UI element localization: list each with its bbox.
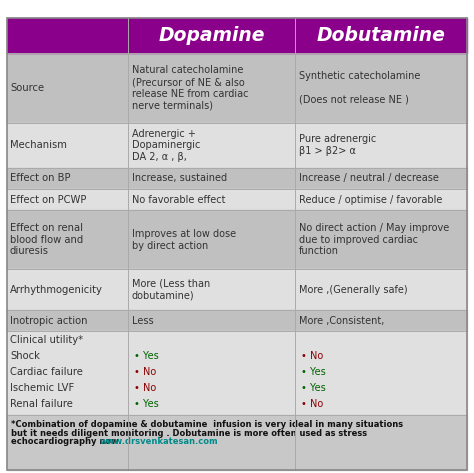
Text: Effect on PCWP: Effect on PCWP xyxy=(10,195,86,205)
Text: Increase, sustained: Increase, sustained xyxy=(132,173,227,184)
Text: Less: Less xyxy=(132,316,154,326)
Text: More (Less than
dobutamine): More (Less than dobutamine) xyxy=(132,279,210,300)
Text: • Yes: • Yes xyxy=(301,367,326,377)
Text: echocardiography now.: echocardiography now. xyxy=(11,437,128,446)
Text: No favorable effect: No favorable effect xyxy=(132,195,226,205)
Text: Shock: Shock xyxy=(10,351,40,361)
Text: Improves at low dose
by direct action: Improves at low dose by direct action xyxy=(132,229,236,251)
Text: • No: • No xyxy=(134,383,156,393)
Text: Reduce / optimise / favorable: Reduce / optimise / favorable xyxy=(299,195,442,205)
Text: • Yes: • Yes xyxy=(301,383,326,393)
Text: Increase / neutral / decrease: Increase / neutral / decrease xyxy=(299,173,439,184)
Text: No direct action / May improve
due to improved cardiac
function: No direct action / May improve due to im… xyxy=(299,223,449,256)
Text: Inotropic action: Inotropic action xyxy=(10,316,88,326)
Text: Source: Source xyxy=(10,83,44,93)
Text: • No: • No xyxy=(301,399,323,409)
Bar xyxy=(7,210,467,269)
Bar xyxy=(7,167,467,189)
Text: Renal failure: Renal failure xyxy=(10,399,73,409)
Text: Pure adrenergic
β1 > β2> α: Pure adrenergic β1 > β2> α xyxy=(299,134,376,156)
Text: • No: • No xyxy=(301,351,323,361)
Text: *Combination of dopamine & dobutamine  infusion is very ideal in many situations: *Combination of dopamine & dobutamine in… xyxy=(11,420,403,429)
Bar xyxy=(7,18,467,53)
Bar xyxy=(7,415,467,470)
Text: but it needs diligent monitoring . Dobutamine is more often used as stress: but it needs diligent monitoring . Dobut… xyxy=(11,429,367,438)
Bar xyxy=(7,310,467,332)
Text: Adrenergic +
Dopaminergic
DA 2, α , β,: Adrenergic + Dopaminergic DA 2, α , β, xyxy=(132,129,201,162)
Text: • Yes: • Yes xyxy=(134,399,159,409)
Bar xyxy=(7,123,467,167)
Text: • No: • No xyxy=(134,367,156,377)
Bar xyxy=(7,269,467,310)
Text: Arrhythmogenicity: Arrhythmogenicity xyxy=(10,285,103,295)
Text: Natural catecholamine
(Precursor of NE & also
release NE from cardiac
nerve term: Natural catecholamine (Precursor of NE &… xyxy=(132,65,248,110)
Bar xyxy=(7,53,467,123)
Text: Effect on renal
blood flow and
diuresis: Effect on renal blood flow and diuresis xyxy=(10,223,83,256)
Text: Synthetic catecholamine

(Does not release NE ): Synthetic catecholamine (Does not releas… xyxy=(299,71,420,105)
Bar xyxy=(7,332,467,415)
Text: More ,(Generally safe): More ,(Generally safe) xyxy=(299,285,408,295)
Text: Ischemic LVF: Ischemic LVF xyxy=(10,383,74,393)
Text: www.drsvenkatesan.com: www.drsvenkatesan.com xyxy=(100,437,219,446)
Text: Dobutamine: Dobutamine xyxy=(317,26,446,45)
Text: Effect on BP: Effect on BP xyxy=(10,173,71,184)
Text: • Yes: • Yes xyxy=(134,351,159,361)
Text: Cardiac failure: Cardiac failure xyxy=(10,367,83,377)
Text: Mechanism: Mechanism xyxy=(10,140,67,150)
Bar xyxy=(7,189,467,210)
Text: Clinical utility*: Clinical utility* xyxy=(10,335,83,345)
Text: Dopamine: Dopamine xyxy=(158,26,265,45)
Text: More ,Consistent,: More ,Consistent, xyxy=(299,316,384,326)
